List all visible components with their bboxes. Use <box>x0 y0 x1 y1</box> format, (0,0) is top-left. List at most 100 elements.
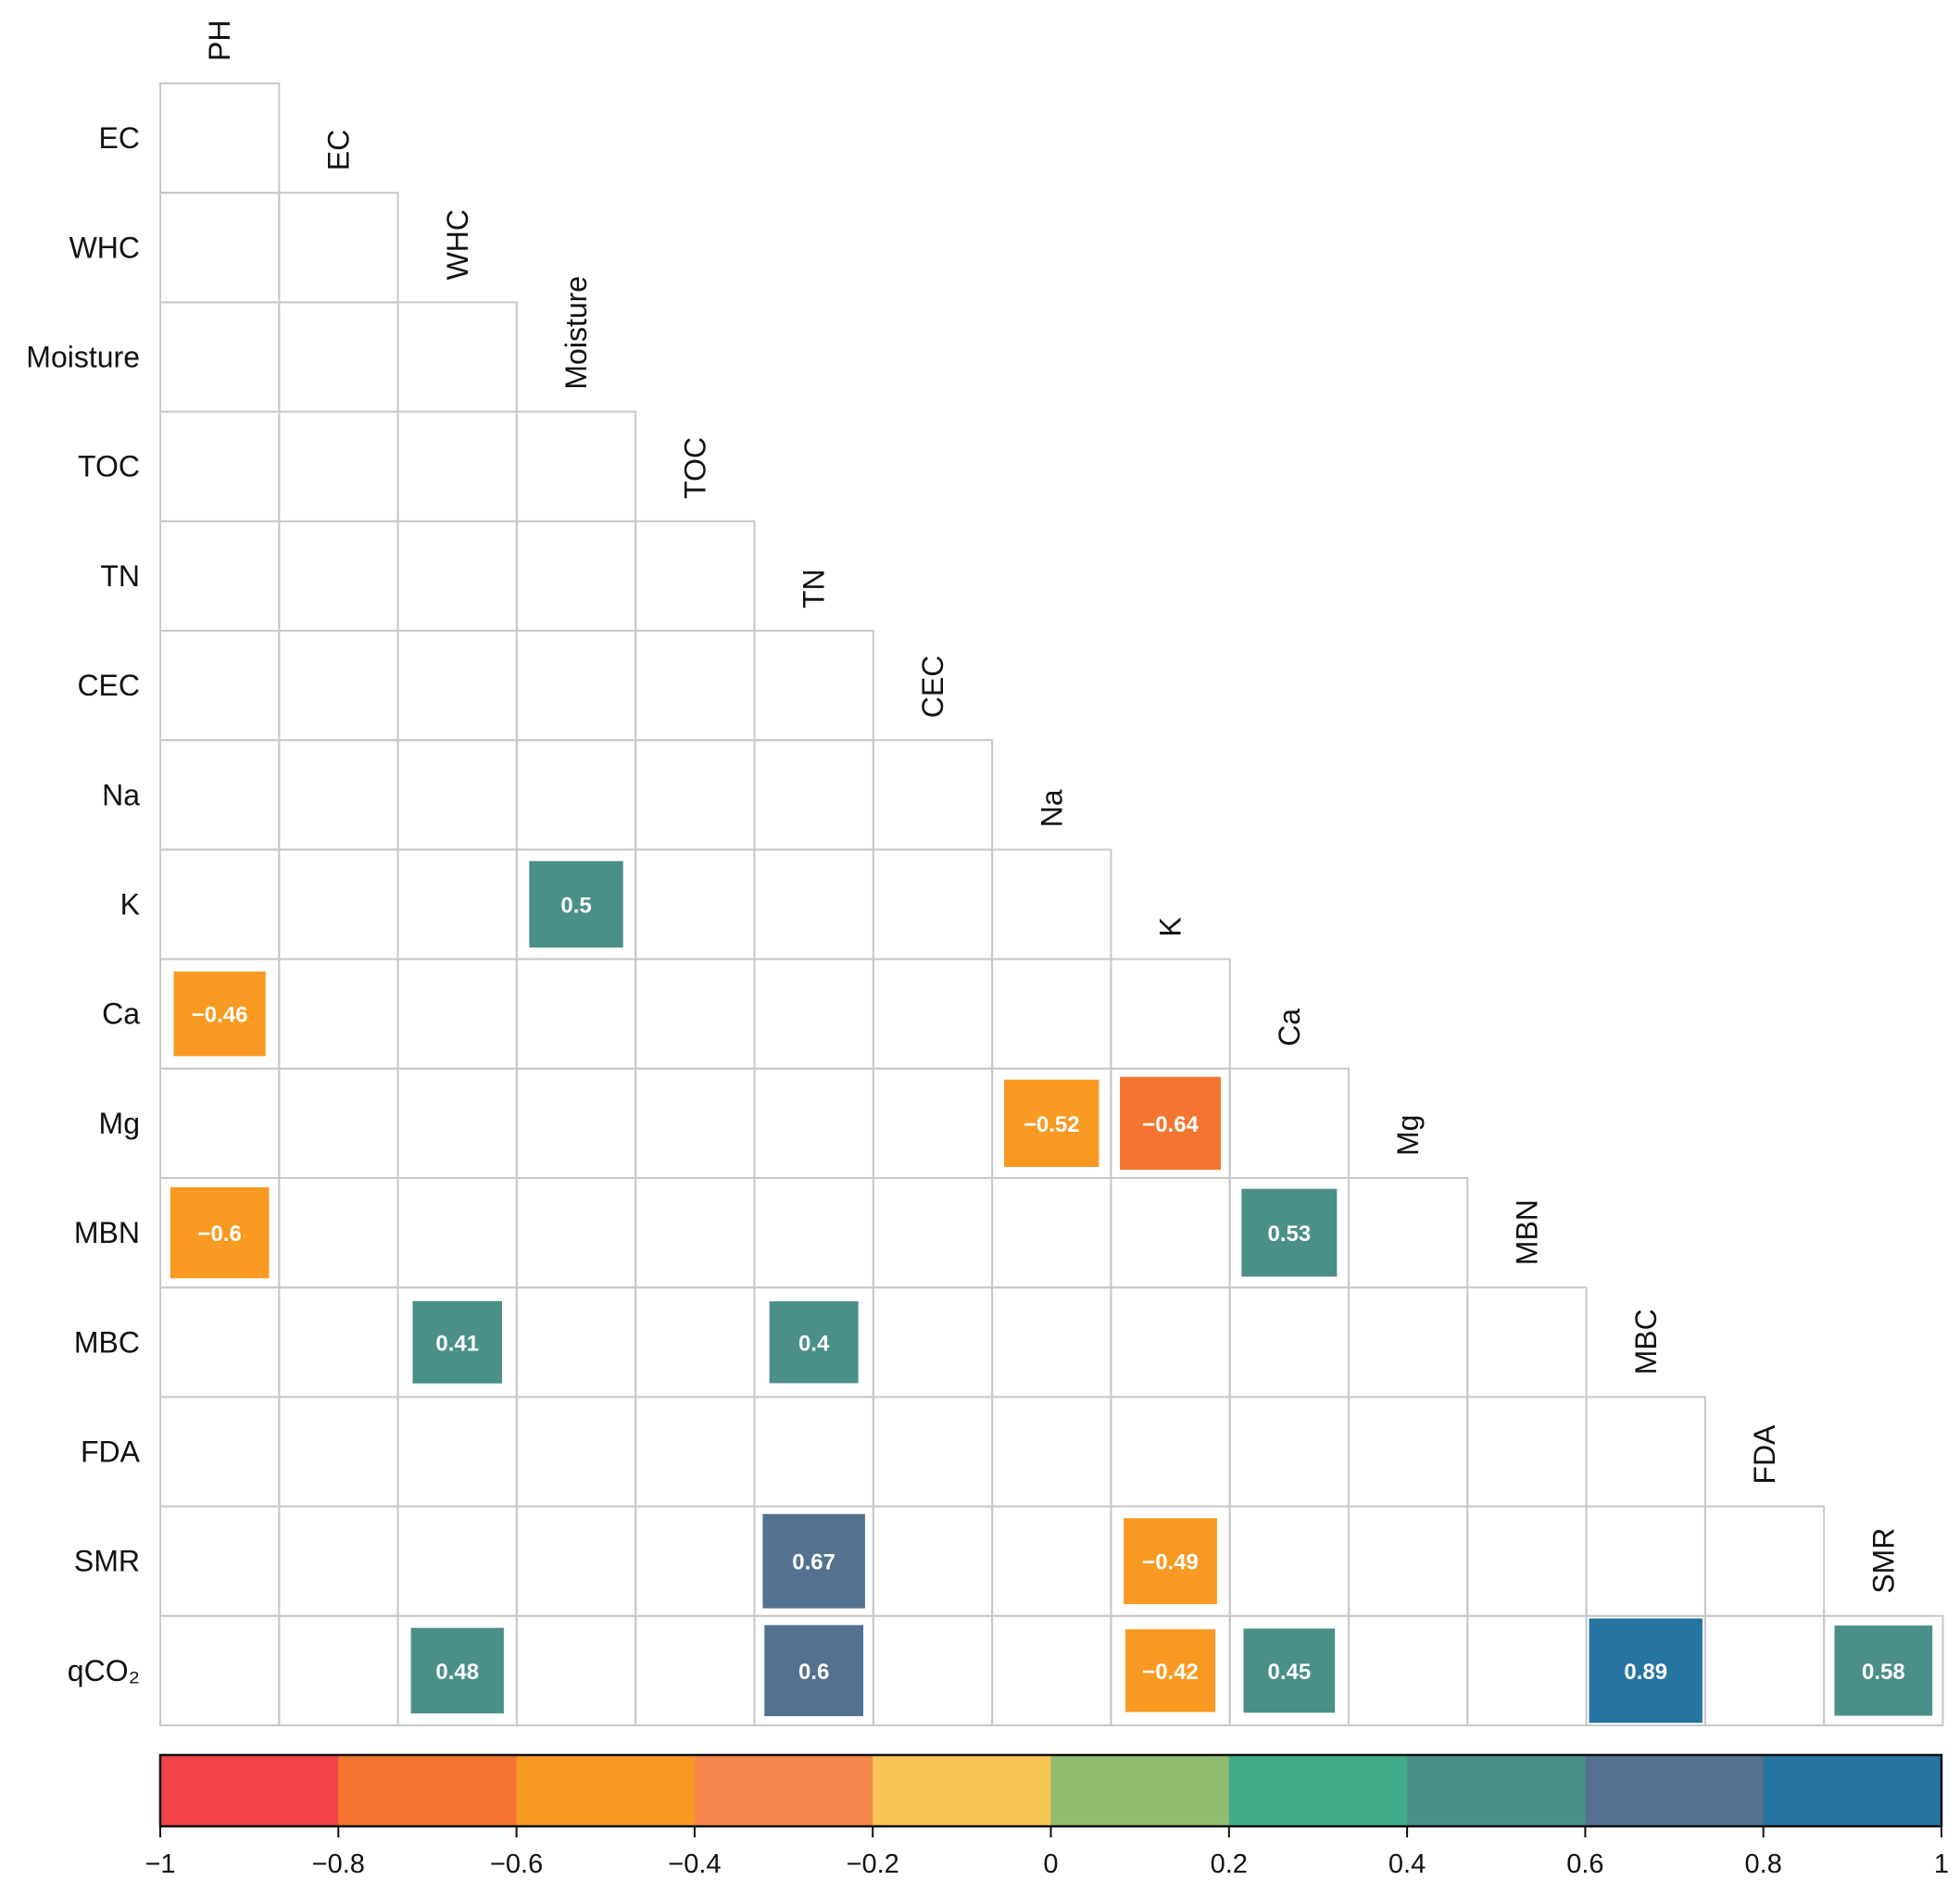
grid-cell <box>1348 1286 1469 1398</box>
row-label-mbn: MBN <box>74 1216 140 1249</box>
corr-cell-qco2-k <box>1125 1629 1216 1712</box>
row-label-mg: Mg <box>99 1107 140 1140</box>
column-label-mbn: MBN <box>1510 1199 1543 1265</box>
grid-cell <box>515 1067 637 1180</box>
grid-cell <box>634 739 756 851</box>
grid-cell <box>1585 1396 1706 1508</box>
grid-cell <box>753 1177 874 1289</box>
grid-cell <box>1348 1396 1469 1508</box>
correlation-cells: 0.5 −0.46 −0.52 −0.64 −0.6 0.53 0.41 0.4 0.67 −0.… <box>170 860 1933 1724</box>
colorbar-tick-label: 0.6 <box>1566 1849 1603 1879</box>
column-label-ph: PH <box>203 20 236 61</box>
grid-cell <box>278 1396 399 1508</box>
grid-cell <box>1348 1614 1469 1727</box>
grid-cell <box>515 1396 637 1508</box>
grid-cell <box>991 1177 1112 1289</box>
grid-cell <box>634 1286 756 1398</box>
corr-value-mg-k: −0.64 <box>1142 1112 1199 1137</box>
grid-cell <box>753 848 874 960</box>
grid-cell <box>872 1286 994 1398</box>
row-label-k: K <box>120 888 140 921</box>
grid-cell <box>1466 1286 1588 1398</box>
grid-cell <box>1110 1396 1231 1508</box>
grid-cell <box>1348 1177 1469 1289</box>
grid-cell <box>278 848 399 960</box>
grid-cell <box>634 1396 756 1508</box>
corr-value-smr-k: −0.49 <box>1142 1550 1199 1575</box>
grid-cell <box>1466 1396 1588 1508</box>
colorbar-tick-label: −0.2 <box>847 1849 899 1879</box>
corr-value-ca-ph: −0.46 <box>192 1003 248 1028</box>
grid-cell <box>634 520 756 632</box>
corr-value-k-moisture: 0.5 <box>560 894 591 919</box>
colorbar-tick-label: −0.8 <box>312 1849 365 1879</box>
grid-cell <box>159 1067 281 1180</box>
corr-value-mg-na: −0.52 <box>1024 1112 1080 1137</box>
corr-cell-smr-k <box>1124 1518 1217 1605</box>
corr-value-mbc-whc: 0.41 <box>435 1331 479 1356</box>
corr-cell-mbc-whc <box>412 1300 503 1384</box>
corr-value-qco2-mbc: 0.89 <box>1624 1660 1667 1685</box>
grid-cell <box>515 739 637 851</box>
colorbar-bin <box>516 1755 696 1826</box>
column-label-ec: EC <box>321 130 355 170</box>
column-label-mg: Mg <box>1391 1115 1425 1156</box>
corr-cell-qco2-mbc <box>1589 1618 1702 1724</box>
grid-cell <box>1110 958 1231 1070</box>
grid-cell <box>159 739 281 851</box>
grid-cell <box>396 520 518 632</box>
row-label-mbc: MBC <box>74 1325 140 1359</box>
column-label-na: Na <box>1035 789 1068 827</box>
colorbar-bin <box>1585 1755 1765 1826</box>
corr-cell-qco2-whc <box>410 1627 504 1714</box>
grid-cell <box>991 1505 1112 1617</box>
grid-cell <box>396 1177 518 1289</box>
grid-cell <box>159 1286 281 1398</box>
corr-cell-qco2-ca <box>1243 1628 1336 1713</box>
corr-value-qco2-smr: 0.58 <box>1862 1660 1905 1685</box>
grid-cell <box>872 1396 994 1508</box>
grid-cell <box>159 630 281 742</box>
grid-cell <box>396 1505 518 1617</box>
corr-cell-mbc-tn <box>769 1301 859 1384</box>
grid-cell <box>278 1286 399 1398</box>
corr-cell-qco2-tn <box>764 1624 864 1717</box>
grid-cell <box>1228 1286 1350 1398</box>
grid-cell <box>872 848 994 960</box>
grid-cell <box>159 82 281 194</box>
grid-cell <box>634 1505 756 1617</box>
colorbar-bin <box>1228 1755 1408 1826</box>
row-label-smr: SMR <box>74 1545 140 1578</box>
grid-cell <box>515 1177 637 1289</box>
grid-cell <box>159 1396 281 1508</box>
corr-cell-mg-na <box>1004 1079 1099 1168</box>
corr-cell-qco2-smr <box>1834 1625 1933 1716</box>
column-label-whc: WHC <box>441 209 474 280</box>
corr-cell-mbn-ca <box>1241 1188 1338 1277</box>
grid-cell <box>634 1177 756 1289</box>
grid-cell <box>634 848 756 960</box>
grid-cell <box>1348 1505 1469 1617</box>
column-label-toc: TOC <box>678 437 711 499</box>
corr-cell-ca-ph <box>173 972 266 1057</box>
grid-cell <box>991 1614 1112 1727</box>
grid-cell <box>872 1614 994 1727</box>
grid-cell <box>753 739 874 851</box>
grid-cell <box>872 739 994 851</box>
grid-cell <box>278 192 399 304</box>
grid-cell <box>753 958 874 1070</box>
row-label-fda: FDA <box>81 1435 141 1469</box>
grid-cell <box>515 1505 637 1617</box>
grid-cell <box>278 301 399 413</box>
grid-cell <box>396 739 518 851</box>
grid-cell <box>515 1286 637 1398</box>
grid-cell <box>634 1614 756 1727</box>
colorbar-tick-label: −0.4 <box>668 1849 721 1879</box>
grid-cell <box>753 1067 874 1180</box>
row-label-ec: EC <box>99 121 140 155</box>
colorbar: −1 −0.8 −0.6 −0.4 −0.2 0 0.2 0.4 0.6 0.8 1 <box>144 1753 1949 1879</box>
colorbar-tick-label: −0.6 <box>490 1849 543 1879</box>
grid-cell <box>515 520 637 632</box>
column-label-ca: Ca <box>1273 1009 1306 1047</box>
